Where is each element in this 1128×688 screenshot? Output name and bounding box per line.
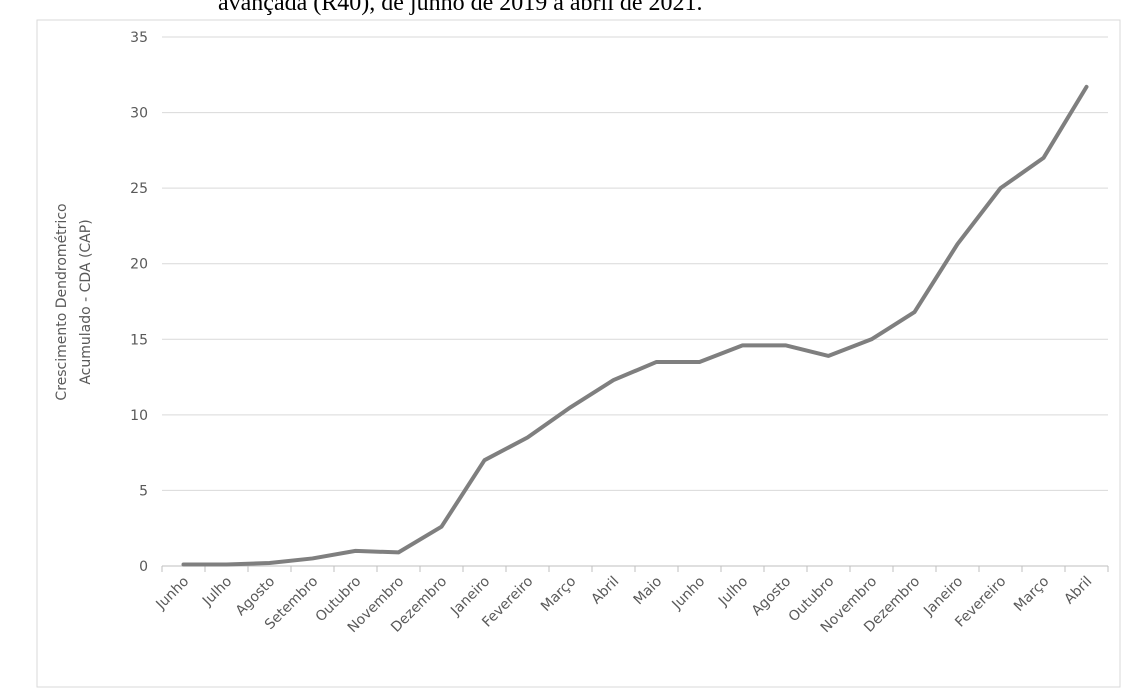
chart-frame	[36, 19, 1121, 688]
y-tick-label: 20	[130, 257, 148, 273]
y-tick-label: 35	[130, 30, 148, 46]
y-axis-label: Crescimento Dendrométrico	[54, 203, 70, 400]
data-line	[181, 84, 1089, 567]
y-tick-label: 15	[130, 332, 148, 348]
y-tick-label: 0	[139, 559, 148, 575]
y-axis-label: Acumulado - CDA (CAP)	[78, 219, 94, 384]
y-tick-label: 25	[130, 181, 148, 197]
y-tick-label: 30	[130, 106, 148, 122]
y-tick-label: 10	[130, 408, 148, 424]
caption: avançada (R40), de junho de 2019 a abril…	[218, 0, 703, 16]
y-tick-label: 5	[139, 483, 148, 499]
